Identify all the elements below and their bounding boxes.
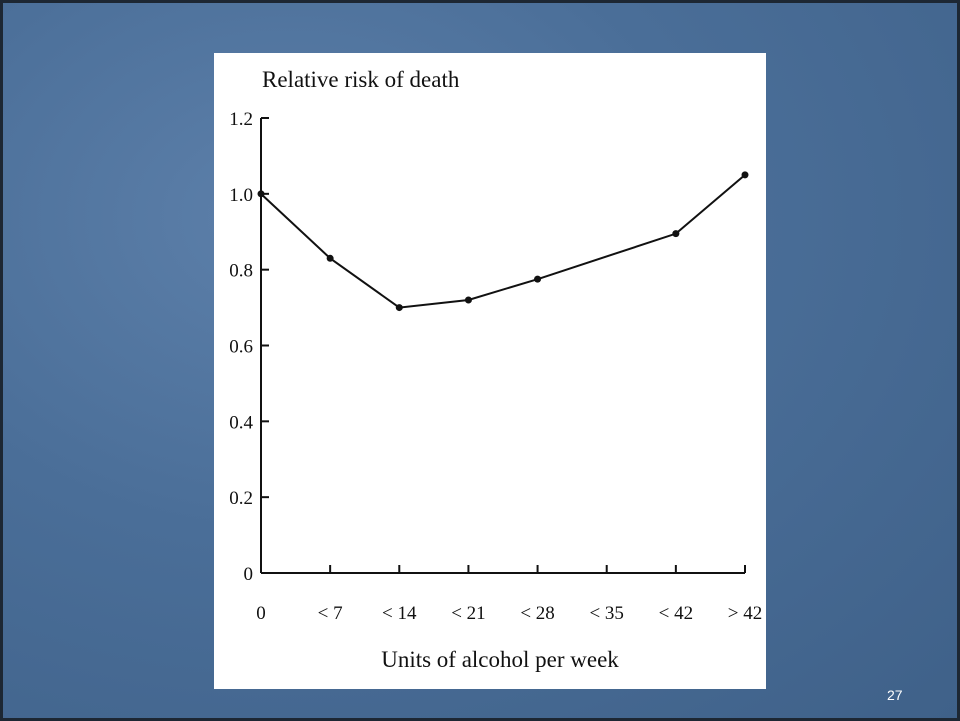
y-tick-label: 0.4 — [229, 412, 253, 433]
chart-panel: Relative risk of death Units of alcohol … — [214, 53, 766, 689]
point — [672, 230, 680, 238]
slide-number: 27 — [887, 687, 903, 703]
x-tick-label: > 42 — [728, 603, 762, 624]
y-tick-label: 1.2 — [229, 109, 253, 130]
y-tick-label: 0.6 — [229, 337, 253, 358]
point — [534, 275, 542, 283]
point — [257, 190, 265, 198]
point — [395, 304, 403, 312]
x-tick-label: < 7 — [318, 603, 343, 624]
point — [464, 296, 472, 304]
y-tick-label: 0.8 — [229, 261, 253, 282]
x-tick-label: 0 — [256, 603, 266, 624]
chart: Relative risk of death Units of alcohol … — [229, 67, 762, 672]
point — [326, 254, 334, 262]
y-axis-label: Relative risk of death — [262, 67, 460, 92]
x-tick-label: < 42 — [659, 603, 693, 624]
y-tick-label: 0 — [244, 564, 254, 585]
x-tick-label: < 14 — [382, 603, 417, 624]
line — [260, 174, 746, 309]
x-tick-label: < 21 — [451, 603, 485, 624]
y-tick-label: 1.0 — [229, 185, 253, 206]
point — [741, 171, 749, 179]
x-axis-label: Units of alcohol per week — [381, 647, 619, 672]
x-tick-label: < 28 — [520, 603, 554, 624]
x-tick-label: < 35 — [589, 603, 623, 624]
y-tick-label: 0.2 — [229, 488, 253, 509]
